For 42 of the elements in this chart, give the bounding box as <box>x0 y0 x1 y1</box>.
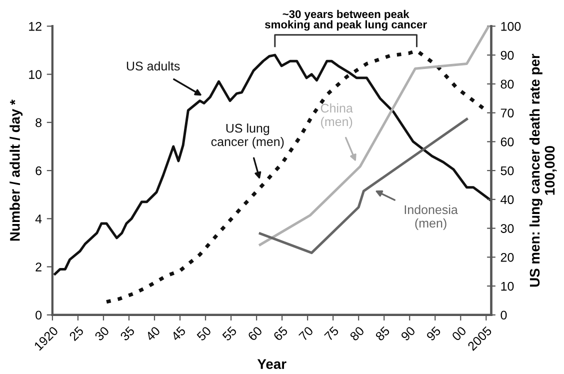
x-tick-label: 35 <box>120 326 136 342</box>
series-label: US lung cancer (men) <box>211 123 284 149</box>
text: US adults <box>126 61 180 71</box>
y2-axis-title: US men: lung cancer death rate per 100,000 <box>529 54 557 287</box>
y2-tick-label: 10 <box>501 282 514 291</box>
x-tick-label: 25 <box>68 326 84 342</box>
y2-tick-label: 50 <box>500 166 514 176</box>
x-tick-label: 30 <box>94 326 110 342</box>
x-axis-title: Year <box>257 359 286 369</box>
x-tick-label: 75 <box>324 326 340 342</box>
x-tick-label: 65 <box>272 326 288 342</box>
series-label: China (men) <box>320 103 353 129</box>
y-axis-title: Number / adult / day * <box>10 100 23 241</box>
x-tick-label: 55 <box>222 326 238 342</box>
y2-tick-label: 70 <box>500 108 514 118</box>
x-tick-label: 80 <box>349 326 365 342</box>
y2-tick-label: 100 <box>501 22 521 31</box>
x-tick-label: 00 <box>451 326 467 342</box>
x-tick-label: 50 <box>196 326 212 342</box>
x-tick-label: 60 <box>247 326 263 342</box>
x-tick-label: 95 <box>426 326 442 342</box>
x-tick-label: 70 <box>298 326 314 342</box>
text: Indonesia (men) <box>404 204 458 230</box>
y-tick-label: 2 <box>36 262 42 272</box>
x-tick-label: 45 <box>170 326 186 342</box>
y-tick-label: 4 <box>35 214 42 224</box>
y2-tick-label: 80 <box>500 80 514 89</box>
x-tick-label: 85 <box>374 326 390 342</box>
y-tick-label: 10 <box>29 70 42 79</box>
y-tick-label: 12 <box>29 22 42 31</box>
x-tick-label: 90 <box>400 326 416 342</box>
y2-tick-label: 0 <box>500 310 507 320</box>
annotation: ~30 years between peak smoking and peak lung cancer <box>265 10 427 31</box>
y2-tick-label: 20 <box>500 252 514 262</box>
y2-tick-label: 30 <box>500 224 514 233</box>
y-tick-label: 0 <box>36 310 42 320</box>
y2-tick-label: 90 <box>500 50 514 60</box>
y-tick-label: 6 <box>36 166 42 176</box>
y2-tick-label: 40 <box>500 195 514 204</box>
x-tick-label: 40 <box>145 326 161 342</box>
y2-tick-label: 60 <box>500 137 514 146</box>
y-tick-label: 8 <box>36 118 42 128</box>
